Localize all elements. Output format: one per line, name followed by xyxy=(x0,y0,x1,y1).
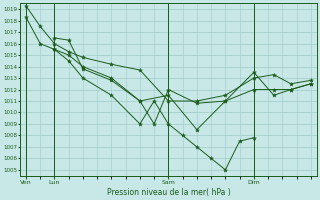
X-axis label: Pression niveau de la mer( hPa ): Pression niveau de la mer( hPa ) xyxy=(107,188,230,197)
